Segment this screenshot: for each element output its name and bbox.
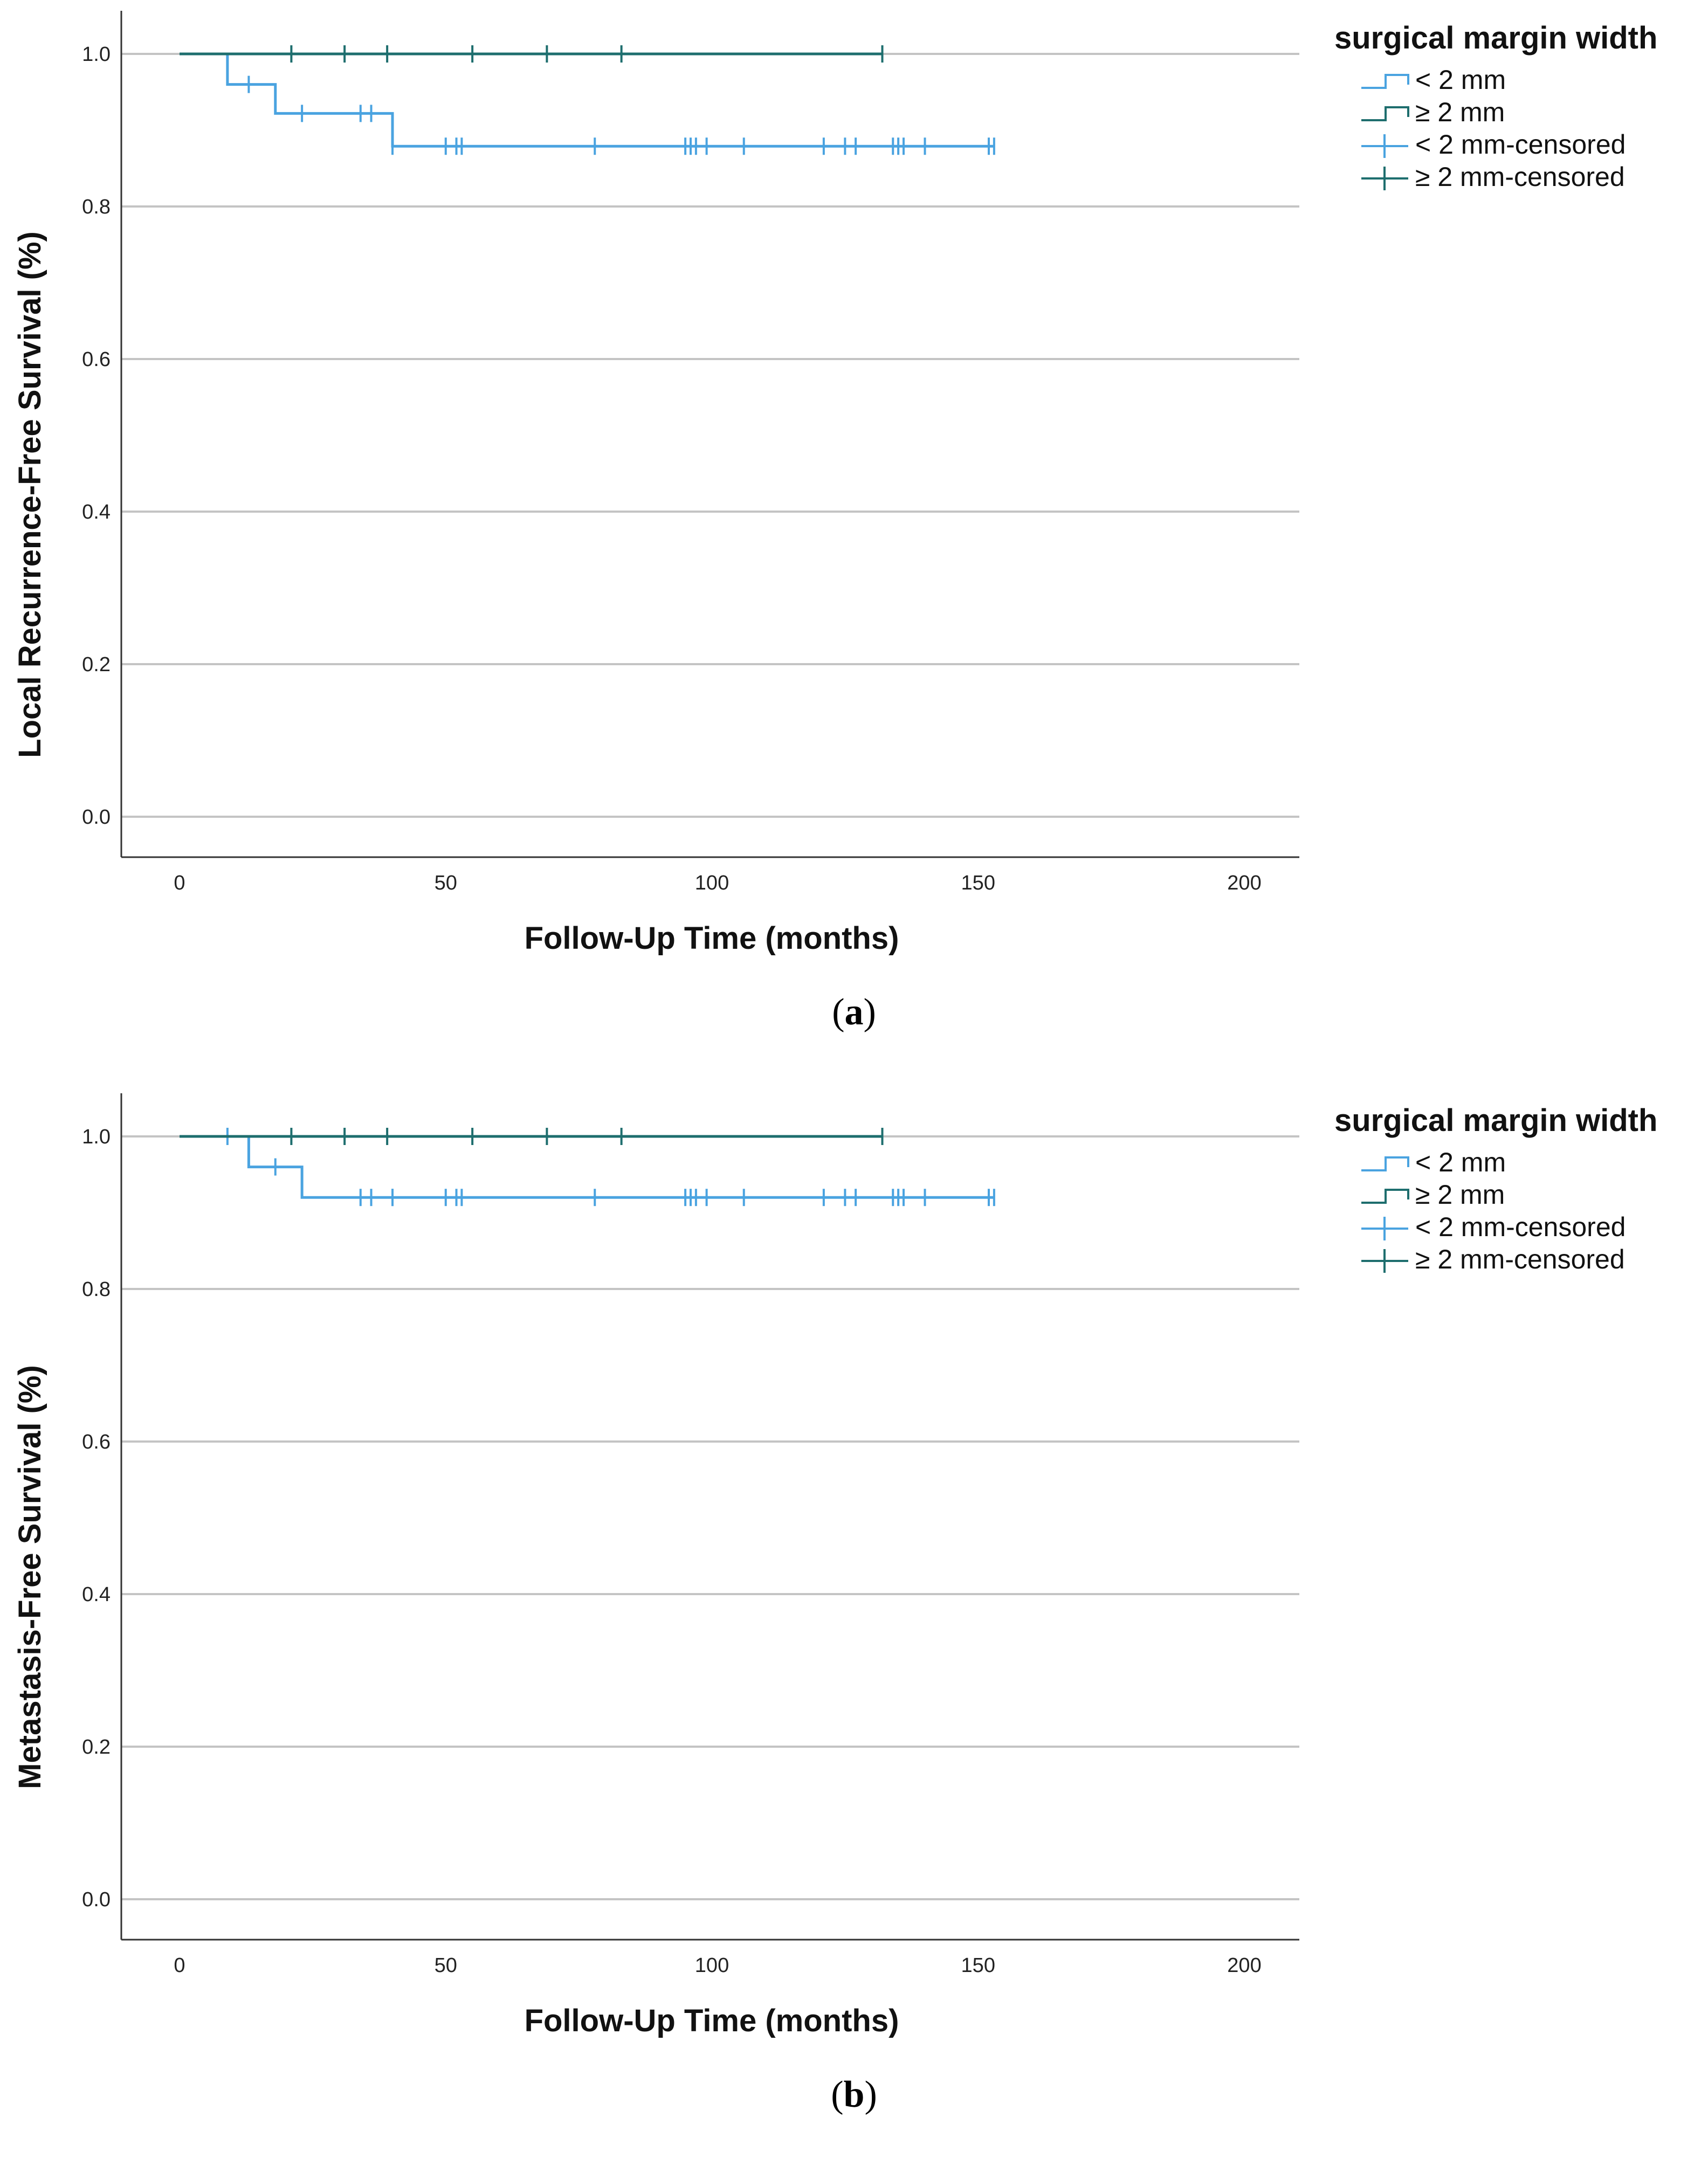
y-tick-label: 0.8 xyxy=(82,1278,111,1301)
y-tick-label: 0.6 xyxy=(82,348,111,371)
legend-step-icon xyxy=(1361,1189,1409,1204)
panel-label-b: (b) xyxy=(831,2074,877,2115)
legend-title: surgical margin width xyxy=(1334,1103,1657,1138)
legend-title: surgical margin width xyxy=(1334,20,1657,56)
km-chart-a: 0.0 0.2 0.4 0.6 0.8 1.0 0 50 100 150 200 Follow-Up … xyxy=(12,11,1657,956)
legend-entry-label: ≥ 2 mm xyxy=(1415,1180,1505,1210)
y-tick-label: 0.0 xyxy=(82,1888,111,1911)
y-tick-label: 0.0 xyxy=(82,806,111,829)
y-tick-label: 0.4 xyxy=(82,501,111,523)
survival-curve-0 xyxy=(180,1135,994,1199)
legend-entry-label: < 2 mm xyxy=(1415,1147,1506,1177)
x-tick-label: 0 xyxy=(174,1954,185,1977)
y-tick-label: 0.6 xyxy=(82,1431,111,1453)
x-tick-label: 150 xyxy=(961,872,995,894)
y-tick-label: 0.2 xyxy=(82,653,111,676)
y-tick-label: 0.8 xyxy=(82,196,111,218)
x-tick-label: 50 xyxy=(435,872,457,894)
y-axis-label: Metastasis-Free Survival (%) xyxy=(12,1365,47,1789)
chart-panel-a: 0.0 0.2 0.4 0.6 0.8 1.0 0 50 100 150 200 Follow-Up … xyxy=(0,0,1708,1082)
legend-entry-label: ≥ 2 mm-censored xyxy=(1415,162,1625,192)
legend-entry-label: ≥ 2 mm xyxy=(1415,97,1505,127)
legend-step-icon xyxy=(1361,106,1409,121)
y-axis-label: Local Recurrence-Free Survival (%) xyxy=(12,231,47,758)
x-tick-label: 100 xyxy=(695,872,729,894)
legend-entry-label: < 2 mm-censored xyxy=(1415,1212,1626,1242)
y-tick-label: 1.0 xyxy=(82,1126,111,1148)
legend-entry-label: < 2 mm xyxy=(1415,65,1506,95)
x-tick-label: 100 xyxy=(695,1954,729,1977)
y-tick-label: 0.4 xyxy=(82,1583,111,1606)
legend-step-icon xyxy=(1361,74,1409,89)
km-chart-b: 0.0 0.2 0.4 0.6 0.8 1.0 0 50 100 150 200 Follow-Up … xyxy=(12,1093,1657,2038)
y-tick-label: 1.0 xyxy=(82,43,111,66)
x-tick-label: 200 xyxy=(1227,1954,1261,1977)
legend-entry-label: ≥ 2 mm-censored xyxy=(1415,1244,1625,1274)
legend-entry-label: < 2 mm-censored xyxy=(1415,129,1626,160)
x-axis-label: Follow-Up Time (months) xyxy=(525,2003,899,2038)
legend-step-icon xyxy=(1361,1156,1409,1171)
y-tick-label: 0.2 xyxy=(82,1736,111,1759)
x-axis-label: Follow-Up Time (months) xyxy=(525,921,899,956)
panel-label-a: (a) xyxy=(832,991,876,1033)
chart-panel-b: 0.0 0.2 0.4 0.6 0.8 1.0 0 50 100 150 200 Follow-Up … xyxy=(0,1082,1708,2165)
x-tick-label: 200 xyxy=(1227,872,1261,894)
survival-curve-0 xyxy=(180,52,994,148)
x-tick-label: 150 xyxy=(961,1954,995,1977)
x-tick-label: 0 xyxy=(174,872,185,894)
x-tick-label: 50 xyxy=(435,1954,457,1977)
